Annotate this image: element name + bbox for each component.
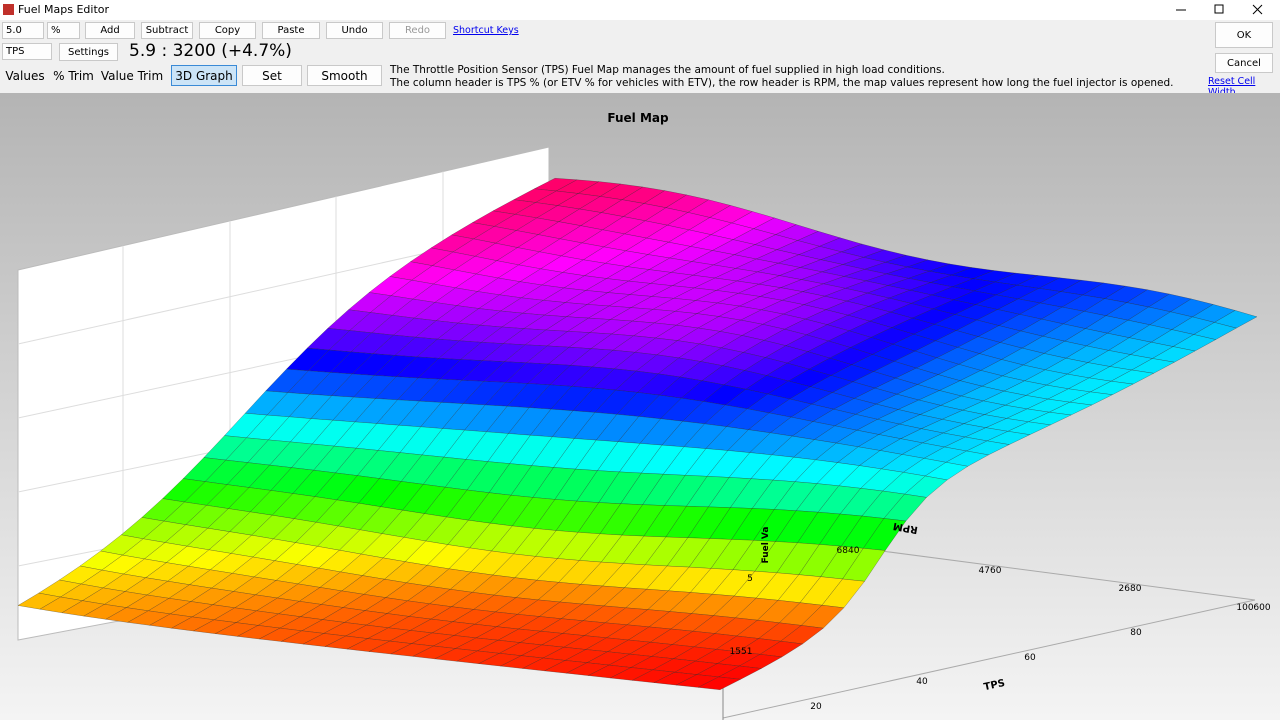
toolbar-button[interactable]: Undo bbox=[326, 22, 383, 39]
fuel-tick-label: 5 bbox=[747, 574, 753, 584]
rpm-tick-label: 6840 bbox=[837, 546, 860, 556]
rpm-tick-label: 4760 bbox=[979, 566, 1002, 576]
description-2: The column header is TPS % (or ETV % for… bbox=[390, 77, 1174, 89]
shortcut-link[interactable]: Shortcut Keys bbox=[453, 25, 519, 36]
toolbar-button[interactable]: Copy bbox=[199, 22, 256, 39]
view-tab[interactable]: % Trim bbox=[53, 68, 94, 83]
tps-axis-label: TPS bbox=[983, 678, 1006, 693]
unit-select[interactable]: % bbox=[47, 22, 80, 39]
title-bar: Fuel Maps Editor bbox=[0, 0, 1280, 20]
settings-button[interactable]: Settings bbox=[59, 43, 118, 61]
toolbar-button[interactable]: Subtract bbox=[141, 22, 193, 39]
view-tab[interactable]: Values bbox=[5, 68, 45, 83]
surface-cell bbox=[697, 676, 742, 691]
rpm-tick-label: 2680 bbox=[1119, 584, 1142, 594]
view-tab[interactable]: Set bbox=[242, 65, 302, 86]
rpm-tick-label: 600 bbox=[1253, 603, 1270, 613]
reset-link[interactable]: Reset Cell Width bbox=[1208, 76, 1256, 98]
window-title: Fuel Maps Editor bbox=[18, 3, 110, 16]
tps-tick-label: 60 bbox=[1024, 653, 1036, 663]
app-icon bbox=[3, 4, 14, 15]
tps-tick-label: 40 bbox=[916, 677, 928, 687]
cell-readout: 5.9 : 3200 (+4.7%) bbox=[129, 41, 292, 61]
toolbar-button[interactable]: Add bbox=[85, 22, 135, 39]
fuel-axis-label: Fuel Va bbox=[761, 527, 771, 564]
tps-tick-label: 100 bbox=[1236, 603, 1253, 613]
toolbar-button[interactable]: Paste bbox=[262, 22, 320, 39]
view-tab[interactable]: Smooth bbox=[307, 65, 382, 86]
maximize[interactable] bbox=[1214, 4, 1224, 14]
graph: Fuel Map RPM TPS Fuel Va 6840 4760 2680 600… bbox=[0, 93, 1280, 720]
fuel-surface bbox=[17, 177, 1258, 691]
ok-button[interactable]: OK bbox=[1215, 22, 1273, 48]
description-1: The Throttle Position Sensor (TPS) Fuel … bbox=[390, 64, 945, 76]
window-controls[interactable] bbox=[1160, 0, 1280, 20]
tps-tick-label: 80 bbox=[1130, 628, 1142, 638]
cancel-button[interactable]: Cancel bbox=[1215, 53, 1273, 73]
graph-title: Fuel Map bbox=[607, 111, 669, 125]
view-tab[interactable]: Value Trim bbox=[100, 68, 164, 83]
toolbar-button[interactable]: Redo bbox=[389, 22, 446, 39]
map-select[interactable]: TPS bbox=[2, 43, 52, 60]
fuel-tick-label: 1551 bbox=[730, 647, 753, 657]
close[interactable] bbox=[1252, 4, 1263, 15]
rpm-axis-label: RPM bbox=[892, 520, 919, 535]
view-tab[interactable]: 3D Graph bbox=[171, 65, 237, 86]
step-input[interactable]: 5.0 bbox=[2, 22, 44, 39]
tps-tick-label: 20 bbox=[810, 702, 822, 712]
